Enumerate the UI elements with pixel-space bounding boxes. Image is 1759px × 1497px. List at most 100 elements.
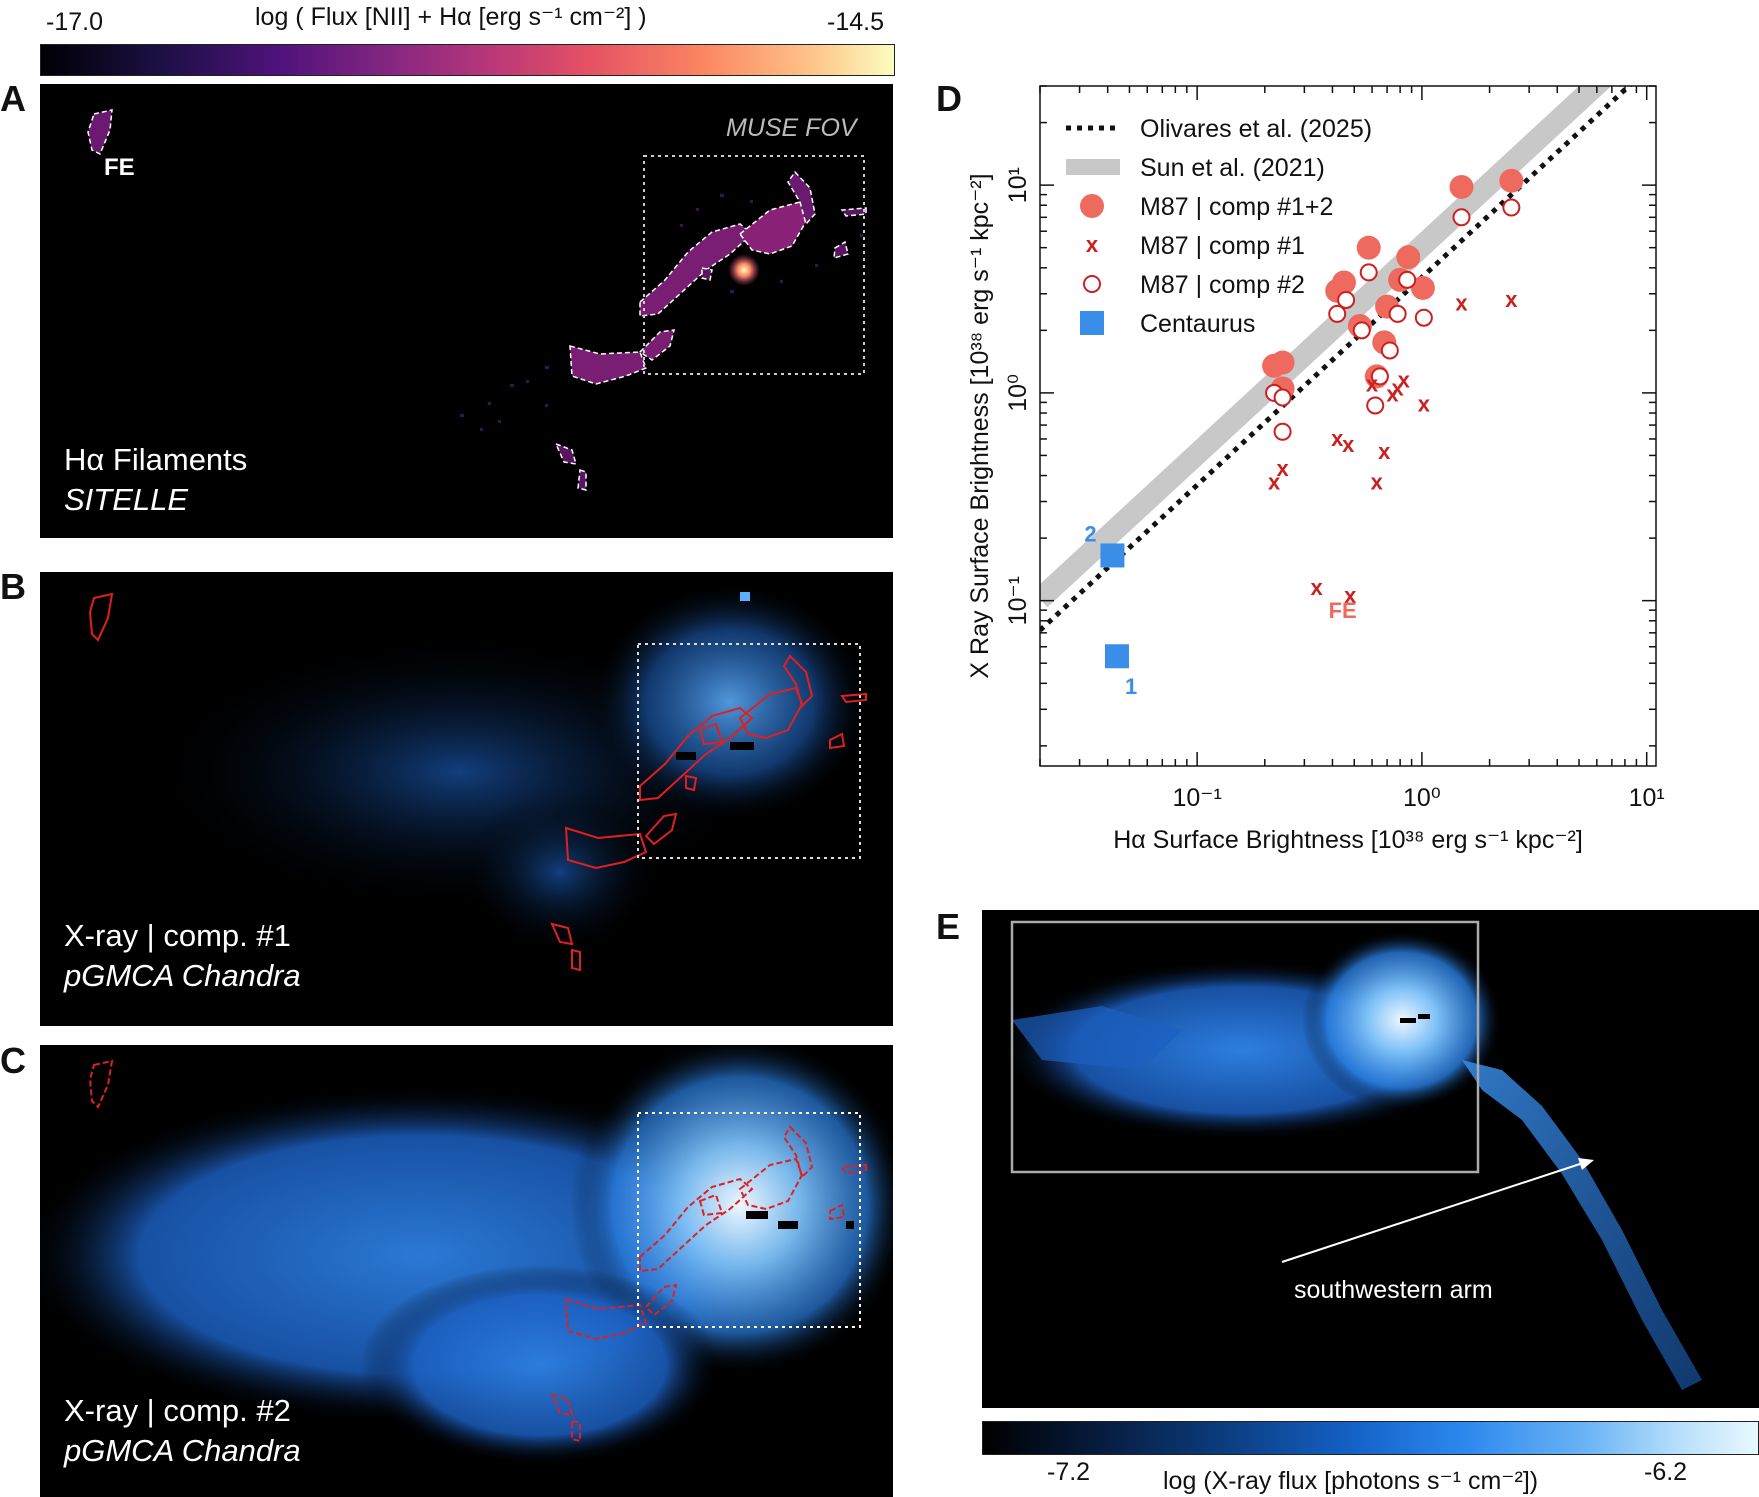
panel-d-scatter-chart: 10⁻¹ 10⁰ 10¹ 10⁻¹ 10⁰ 10¹ Hα Surface Brightnes… bbox=[966, 85, 1665, 854]
y-tick-label: 10¹ bbox=[1004, 167, 1032, 203]
m87-comp12-point bbox=[1270, 350, 1295, 375]
panel-c-halpha-contours bbox=[88, 1059, 867, 1443]
m87-comp2-point bbox=[1366, 396, 1385, 415]
m87-comp1-point: x bbox=[1418, 391, 1431, 416]
m87-comp2-point bbox=[1273, 388, 1292, 407]
x-tick-label: 10¹ bbox=[1629, 784, 1665, 812]
m87-comp1-point: x bbox=[1392, 375, 1405, 400]
m87-comp1-point: x bbox=[1342, 432, 1355, 457]
bottom-colorbar-title: log (X-ray flux [photons s⁻¹ cm⁻²]) bbox=[1163, 1467, 1539, 1495]
filament-arm-5 bbox=[833, 240, 849, 260]
panel-a-title-text: Hα Filaments bbox=[64, 442, 248, 477]
m87-comp2-point bbox=[1502, 198, 1521, 217]
panel-c-subtitle: pGMCA Chandra bbox=[64, 1433, 301, 1468]
panel-a-fe-label: FE bbox=[104, 154, 135, 181]
plot-frame bbox=[1039, 85, 1657, 767]
muse-fov-label: MUSE FOV bbox=[726, 114, 857, 142]
legend-comp1-swatch: x bbox=[1086, 232, 1099, 257]
m87-comp2-point bbox=[1352, 321, 1371, 340]
top-colorbar-max-label: -14.5 bbox=[827, 8, 884, 36]
panel-b-fov-box bbox=[637, 643, 861, 859]
panel-d-letter: D bbox=[936, 78, 962, 119]
panel-a-title: Hα Filaments SITELLE bbox=[64, 440, 247, 520]
panel-a-filaments bbox=[87, 109, 867, 491]
centaurus-point bbox=[1104, 644, 1129, 669]
y-tick-label: 10⁻¹ bbox=[1004, 576, 1032, 625]
filament-arm-4 bbox=[840, 207, 867, 217]
m87-comp2-point bbox=[1273, 422, 1292, 441]
m87-comp1-point: x bbox=[1505, 287, 1518, 312]
bottom-colorbar bbox=[982, 1421, 1759, 1455]
m87-comp2-point bbox=[1380, 341, 1399, 360]
panel-c-title: X-ray | comp. #2 pGMCA Chandra bbox=[64, 1391, 301, 1471]
m87-core bbox=[728, 254, 760, 286]
filament-arm-3 bbox=[787, 170, 816, 226]
panel-b-title: X-ray | comp. #1 pGMCA Chandra bbox=[64, 916, 301, 996]
m87-comp2-point bbox=[1452, 208, 1471, 227]
m87-comp1-point: x bbox=[1366, 371, 1379, 396]
panel-a-halpha-map: MUSE FOV FE Hα Filaments SITELLE bbox=[40, 84, 893, 538]
m87-comp1-point: x bbox=[1344, 583, 1357, 608]
centaurus-label-1: 1 bbox=[1125, 674, 1137, 699]
panel-b-subtitle: pGMCA Chandra bbox=[64, 958, 301, 993]
legend-comp2-swatch bbox=[1083, 275, 1101, 293]
panel-e-xray-map: southwestern arm bbox=[982, 910, 1759, 1408]
m87-comp12-point bbox=[1396, 245, 1421, 270]
m87-comp12-point bbox=[1499, 168, 1524, 193]
panel-b-xray-comp1-map: X-ray | comp. #1 pGMCA Chandra bbox=[40, 572, 893, 1026]
legend-label: Olivares et al. (2025) bbox=[1140, 115, 1372, 143]
filament-arm-1 bbox=[639, 223, 754, 317]
filament-arm-9 bbox=[577, 468, 587, 491]
legend-label: M87 | comp #2 bbox=[1140, 271, 1305, 299]
legend-label: Sun et al. (2021) bbox=[1140, 154, 1325, 182]
m87-comp2-point bbox=[1337, 290, 1356, 309]
southwestern-arm-emission bbox=[1462, 1060, 1702, 1390]
chart-legend: Olivares et al. (2025) Sun et al. (2021) M… bbox=[1066, 115, 1372, 338]
x-tick-label: 10⁰ bbox=[1403, 784, 1441, 812]
filament-arm-8 bbox=[554, 442, 578, 465]
m87-comp1-point: x bbox=[1378, 439, 1391, 464]
m87-comp1-point: x bbox=[1268, 470, 1281, 495]
filament-arm-10 bbox=[701, 267, 713, 281]
x-tick-label: 10⁻¹ bbox=[1172, 784, 1221, 812]
panel-c-letter: C bbox=[0, 1040, 26, 1081]
m87-comp2-point bbox=[1370, 367, 1389, 386]
panel-e-zoom-box bbox=[1010, 920, 1480, 1174]
panel-c-xray-image bbox=[40, 1045, 893, 1465]
legend-label: M87 | comp #1 bbox=[1140, 232, 1305, 260]
filament-arm-6 bbox=[638, 329, 675, 361]
muse-fov-box bbox=[643, 155, 865, 375]
m87-comp2-point bbox=[1388, 304, 1407, 323]
bottom-colorbar-min-label: -7.2 bbox=[1047, 1458, 1091, 1486]
m87-comp2-point bbox=[1414, 308, 1433, 327]
y-tick-label: 10⁰ bbox=[1004, 374, 1032, 412]
m87-comp2-point bbox=[1328, 304, 1347, 323]
m87-comp2-point bbox=[1359, 263, 1378, 282]
sun-2021-band bbox=[1040, 86, 1612, 608]
centaurus-label-2: 2 bbox=[1084, 521, 1096, 546]
legend-label: Centaurus bbox=[1140, 310, 1255, 338]
m87-comp2-point bbox=[1398, 270, 1417, 289]
panel-e-xray-image bbox=[1002, 920, 1702, 1390]
x-axis-label: Hα Surface Brightness [10³⁸ erg s⁻¹ kpc⁻… bbox=[1113, 826, 1583, 854]
m87-comp1-point: x bbox=[1310, 575, 1323, 600]
m87-comp1-point: x bbox=[1276, 456, 1289, 481]
panel-b-halpha-contours bbox=[88, 592, 867, 972]
legend-comp12-swatch bbox=[1080, 194, 1104, 218]
centaurus-point bbox=[1100, 543, 1125, 568]
panel-a-letter: A bbox=[0, 78, 26, 119]
panel-c-title-text: X-ray | comp. #2 bbox=[64, 1393, 291, 1428]
m87-comp1-point: x bbox=[1331, 426, 1344, 451]
legend-centaurus-swatch bbox=[1080, 311, 1104, 335]
bottom-colorbar-max-label: -6.2 bbox=[1644, 1458, 1688, 1486]
southwestern-arm-label: southwestern arm bbox=[1294, 1276, 1493, 1304]
panel-b-letter: B bbox=[0, 566, 26, 607]
m87-comp12-point bbox=[1449, 174, 1474, 199]
top-colorbar bbox=[40, 44, 895, 76]
panel-a-subtitle: SITELLE bbox=[64, 482, 189, 517]
olivares-2025-line bbox=[1040, 86, 1633, 633]
top-colorbar-min-label: -17.0 bbox=[46, 8, 103, 36]
m87-comp1-point: x bbox=[1371, 470, 1384, 495]
faint-emission bbox=[460, 194, 863, 431]
legend-label: M87 | comp #1+2 bbox=[1140, 193, 1333, 221]
